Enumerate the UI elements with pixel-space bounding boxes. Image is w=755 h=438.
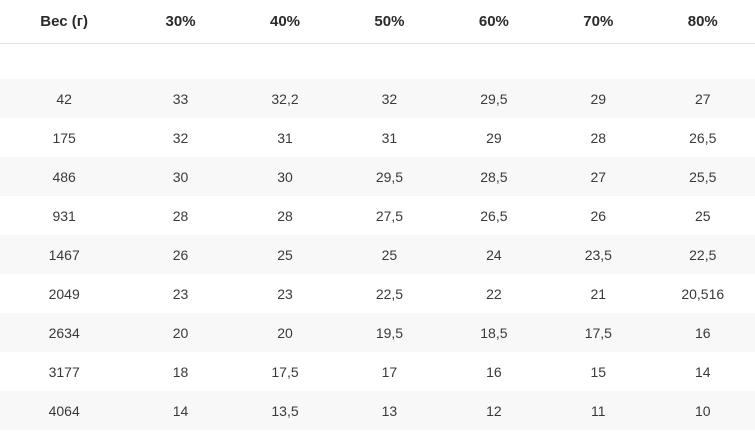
value-cell: 20 bbox=[172, 324, 189, 341]
value-cell: 16 bbox=[486, 363, 502, 380]
table-head: Вес (г) 30% 40% 50% 60% 70% 80% bbox=[0, 0, 755, 44]
value-cell: 32 bbox=[172, 129, 189, 146]
value-cell: 12 bbox=[486, 402, 502, 419]
weight-cell: 2634 bbox=[48, 324, 80, 341]
value-cell: 25,5 bbox=[689, 168, 717, 185]
column-header-pct-2: 40% bbox=[232, 0, 338, 44]
value-cell: 25 bbox=[277, 246, 293, 263]
value-cell: 27 bbox=[694, 90, 711, 107]
column-header-pct-6: 80% bbox=[650, 0, 755, 44]
spacer-cell bbox=[0, 43, 755, 79]
weight-cell: 175 bbox=[52, 129, 76, 146]
value-cell: 29,5 bbox=[480, 90, 508, 107]
table-row: 42 33 32,2 32 29,5 29 27 bbox=[0, 79, 755, 118]
table-row: 3177 18 17,5 17 16 15 14 bbox=[0, 352, 755, 391]
value-cell: 32,2 bbox=[271, 90, 299, 107]
value-cell: 20,516 bbox=[681, 285, 725, 302]
value-cell: 25 bbox=[381, 246, 398, 263]
table-row: 486 30 30 29,5 28,5 27 25,5 bbox=[0, 157, 755, 196]
value-cell: 14 bbox=[172, 402, 189, 419]
value-cell: 26,5 bbox=[689, 129, 717, 146]
value-cell: 25 bbox=[694, 207, 711, 224]
value-cell: 27 bbox=[590, 168, 607, 185]
weight-cell: 931 bbox=[52, 207, 76, 224]
value-cell: 16 bbox=[694, 324, 711, 341]
value-cell: 22 bbox=[486, 285, 502, 302]
value-cell: 23,5 bbox=[584, 246, 612, 263]
value-cell: 31 bbox=[277, 129, 293, 146]
value-cell: 30 bbox=[172, 168, 189, 185]
weight-cell: 2049 bbox=[48, 285, 80, 302]
weight-cell: 1467 bbox=[48, 246, 80, 263]
table-row: 2634 20 20 19,5 18,5 17,5 16 bbox=[0, 313, 755, 352]
weight-cell: 42 bbox=[56, 90, 72, 107]
value-cell: 31 bbox=[381, 129, 398, 146]
value-cell: 26 bbox=[590, 207, 607, 224]
value-cell: 24 bbox=[486, 246, 502, 263]
value-cell: 28,5 bbox=[480, 168, 508, 185]
value-cell: 32 bbox=[381, 90, 398, 107]
value-cell: 10 bbox=[694, 402, 711, 419]
table-row: 931 28 28 27,5 26,5 26 25 bbox=[0, 196, 755, 235]
value-cell: 11 bbox=[591, 402, 606, 419]
column-header-pct-3: 50% bbox=[337, 0, 442, 44]
value-cell: 19,5 bbox=[375, 324, 404, 341]
weight-cell: 4064 bbox=[48, 402, 80, 419]
value-cell: 33 bbox=[172, 90, 189, 107]
value-cell: 15 bbox=[590, 363, 607, 380]
value-cell: 13 bbox=[381, 402, 398, 419]
value-cell: 29 bbox=[590, 90, 607, 107]
table-row: 2049 23 23 22,5 22 21 20,516 bbox=[0, 274, 755, 313]
value-cell: 23 bbox=[277, 285, 293, 302]
value-cell: 26,5 bbox=[480, 207, 508, 224]
table-header-row: Вес (г) 30% 40% 50% 60% 70% 80% bbox=[0, 0, 755, 44]
value-cell: 23 bbox=[172, 285, 189, 302]
value-cell: 17 bbox=[381, 363, 398, 380]
weight-cell: 3177 bbox=[48, 363, 80, 380]
column-header-pct-1: 30% bbox=[128, 0, 233, 44]
table-row: 175 32 31 31 29 28 26,5 bbox=[0, 118, 755, 157]
value-cell: 28 bbox=[277, 207, 293, 224]
value-cell: 28 bbox=[590, 129, 607, 146]
value-cell: 21 bbox=[590, 285, 607, 302]
value-cell: 28 bbox=[172, 207, 189, 224]
spacer-row bbox=[0, 43, 755, 79]
value-cell: 29,5 bbox=[375, 168, 404, 185]
table-body: 42 33 32,2 32 29,5 29 27 175 32 31 31 29 28 26,5 486 30… bbox=[0, 43, 755, 430]
value-cell: 14 bbox=[694, 363, 711, 380]
value-cell: 29 bbox=[486, 129, 502, 146]
column-header-pct-4: 60% bbox=[441, 0, 547, 44]
value-cell: 17,5 bbox=[271, 363, 299, 380]
value-cell: 27,5 bbox=[375, 207, 404, 224]
value-cell: 30 bbox=[277, 168, 293, 185]
value-cell: 17,5 bbox=[584, 324, 612, 341]
value-cell: 22,5 bbox=[375, 285, 404, 302]
value-cell: 18,5 bbox=[480, 324, 508, 341]
weight-cell: 486 bbox=[52, 168, 76, 185]
column-header-pct-5: 70% bbox=[546, 0, 651, 44]
value-cell: 18 bbox=[172, 363, 189, 380]
value-cell: 20 bbox=[277, 324, 293, 341]
value-cell: 22,5 bbox=[689, 246, 717, 263]
column-header-weight: Вес (г) bbox=[0, 0, 129, 44]
value-cell: 26 bbox=[172, 246, 189, 263]
table-row: 1467 26 25 25 24 23,5 22,5 bbox=[0, 235, 755, 274]
value-cell: 13,5 bbox=[271, 402, 299, 419]
table-row: 4064 14 13,5 13 12 11 10 bbox=[0, 391, 755, 430]
